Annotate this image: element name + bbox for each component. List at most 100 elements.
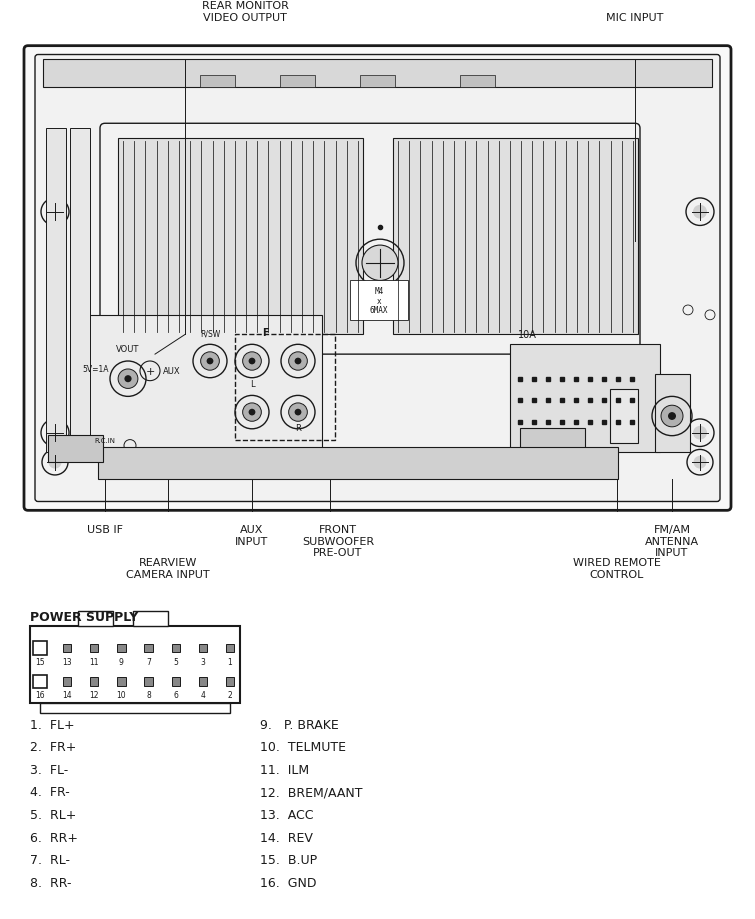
Circle shape <box>694 457 707 469</box>
Circle shape <box>201 353 220 370</box>
Text: AUX: AUX <box>163 367 180 376</box>
Text: 3: 3 <box>200 657 205 666</box>
Text: 9: 9 <box>119 657 124 666</box>
Text: USB IF: USB IF <box>87 525 123 535</box>
Bar <box>33 641 47 655</box>
Bar <box>63 644 71 652</box>
Text: +: + <box>145 367 155 377</box>
Circle shape <box>207 358 214 365</box>
Bar <box>48 436 103 462</box>
Bar <box>40 703 230 713</box>
Bar <box>199 677 207 686</box>
Text: 5V=1A: 5V=1A <box>82 365 109 374</box>
Text: 11.  ILM: 11. ILM <box>260 763 309 776</box>
Bar <box>46 129 66 453</box>
Bar <box>171 677 180 686</box>
Text: 6: 6 <box>174 690 178 699</box>
Text: 10: 10 <box>116 690 126 699</box>
Bar <box>226 644 234 652</box>
Bar <box>144 644 153 652</box>
Text: 14: 14 <box>63 690 72 699</box>
Text: 1.  FL+: 1. FL+ <box>30 718 75 731</box>
Text: 12.  BREM/AANT: 12. BREM/AANT <box>260 786 362 799</box>
Circle shape <box>693 206 707 220</box>
Circle shape <box>242 403 261 422</box>
Circle shape <box>48 426 62 440</box>
Text: 15.  B.UP: 15. B.UP <box>260 853 317 867</box>
Text: 12: 12 <box>90 690 99 699</box>
Circle shape <box>294 409 301 416</box>
Text: 6.  RR+: 6. RR+ <box>30 831 78 844</box>
Text: 8: 8 <box>146 690 151 699</box>
Bar <box>90 644 98 652</box>
Text: 3.  FL-: 3. FL- <box>30 763 68 776</box>
Text: L: L <box>250 380 254 388</box>
Text: 5: 5 <box>174 657 178 666</box>
Bar <box>235 335 335 440</box>
Text: 8.  RR-: 8. RR- <box>30 876 72 889</box>
Circle shape <box>242 353 261 370</box>
Text: 4.  FR-: 4. FR- <box>30 786 69 799</box>
Text: 10A: 10A <box>518 330 537 340</box>
Circle shape <box>48 206 62 220</box>
Bar <box>118 139 363 335</box>
FancyBboxPatch shape <box>24 47 731 511</box>
Text: WIRED REMOTE
CONTROL: WIRED REMOTE CONTROL <box>573 558 661 580</box>
Text: REAR MONITOR
VIDEO OUTPUT: REAR MONITOR VIDEO OUTPUT <box>202 2 288 23</box>
Text: REARVIEW
CAMERA INPUT: REARVIEW CAMERA INPUT <box>126 558 210 580</box>
Bar <box>43 61 712 88</box>
Bar <box>200 76 235 88</box>
Text: 2.  FR+: 2. FR+ <box>30 741 76 754</box>
Text: POWER SUPPLY: POWER SUPPLY <box>30 610 138 623</box>
Text: FRONT
SUBWOOFER
PRE-OUT: FRONT SUBWOOFER PRE-OUT <box>302 525 374 558</box>
Circle shape <box>48 457 61 469</box>
Text: 7: 7 <box>146 657 151 666</box>
Bar <box>33 675 47 688</box>
Circle shape <box>248 409 255 416</box>
Bar <box>117 677 125 686</box>
Text: 9.   P. BRAKE: 9. P. BRAKE <box>260 718 339 731</box>
Circle shape <box>288 353 307 370</box>
Text: 10.  TELMUTE: 10. TELMUTE <box>260 741 346 754</box>
Text: 4: 4 <box>200 690 205 699</box>
Circle shape <box>248 358 255 365</box>
Bar <box>82 315 322 458</box>
Text: R.C.IN: R.C.IN <box>94 437 116 443</box>
Circle shape <box>294 358 301 365</box>
Text: 5.  RL+: 5. RL+ <box>30 808 76 821</box>
Bar <box>133 611 168 627</box>
Bar <box>655 374 690 453</box>
Bar <box>226 677 234 686</box>
Text: 16.  GND: 16. GND <box>260 876 316 889</box>
Text: R: R <box>295 424 301 432</box>
Circle shape <box>668 413 676 421</box>
Bar <box>360 76 395 88</box>
Text: 2: 2 <box>227 690 233 699</box>
Text: MIC INPUT: MIC INPUT <box>606 13 664 23</box>
Bar <box>117 644 125 652</box>
Bar <box>199 644 207 652</box>
Bar <box>520 428 585 450</box>
Text: 1: 1 <box>227 657 233 666</box>
FancyBboxPatch shape <box>35 55 720 502</box>
Text: VOUT: VOUT <box>116 345 140 354</box>
Text: 13: 13 <box>63 657 72 666</box>
Bar <box>350 281 408 321</box>
Text: R/SW: R/SW <box>200 329 220 338</box>
Bar <box>70 129 90 453</box>
Bar <box>78 611 113 627</box>
Text: FM/AM
ANTENNA
INPUT: FM/AM ANTENNA INPUT <box>645 525 699 558</box>
Bar <box>393 139 638 335</box>
Text: 13.  ACC: 13. ACC <box>260 808 313 821</box>
Text: 14.  REV: 14. REV <box>260 831 313 844</box>
Bar <box>98 448 618 480</box>
Text: AUX
INPUT: AUX INPUT <box>236 525 269 546</box>
Circle shape <box>288 403 307 422</box>
Circle shape <box>118 369 138 389</box>
Text: F: F <box>262 328 268 338</box>
Bar <box>460 76 495 88</box>
Circle shape <box>125 376 131 383</box>
Text: M4
x
6MAX: M4 x 6MAX <box>370 287 388 315</box>
Text: 7.  RL-: 7. RL- <box>30 853 70 867</box>
Text: 15: 15 <box>35 657 45 666</box>
